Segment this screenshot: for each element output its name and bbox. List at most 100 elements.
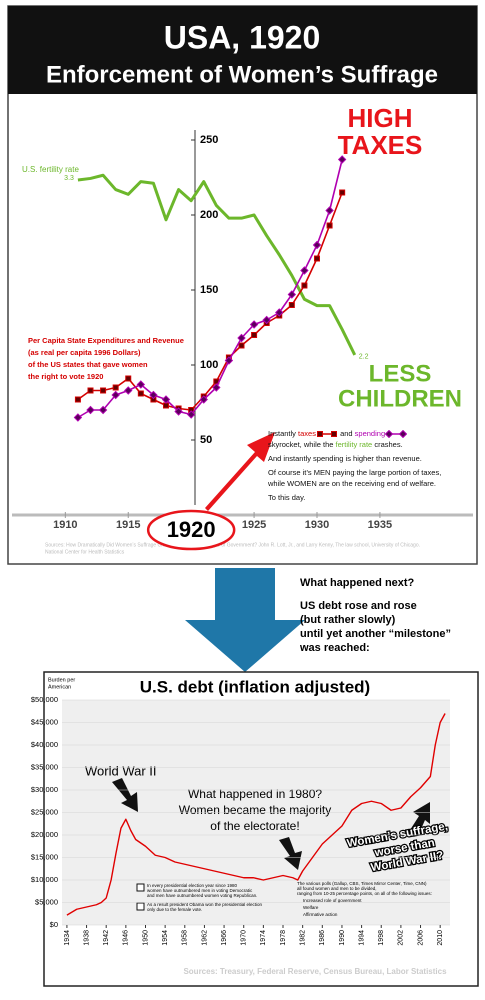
x-tick-label: 1978 [280, 930, 287, 946]
x-tick-label: 1938 [83, 930, 90, 946]
series-line [77, 192, 343, 411]
source: National Center for Health Statistics [45, 549, 125, 555]
point [87, 387, 94, 394]
point [326, 222, 333, 229]
note: only due to the female vote. [147, 907, 202, 912]
y-tick-label: 50 [200, 434, 212, 446]
y-tick-label: 200 [200, 209, 218, 221]
header-bar [8, 6, 477, 94]
x-tick-label: 1935 [368, 519, 392, 531]
x-tick-label: 1915 [116, 519, 140, 531]
point [249, 320, 259, 329]
x-tick-label: 1990 [339, 930, 346, 946]
note: and men have outnumbered women voting Re… [147, 893, 257, 898]
point [325, 206, 334, 215]
point [287, 290, 297, 299]
legend-swatch [316, 431, 337, 438]
x-tick-label: 2006 [417, 930, 424, 946]
legend-entry: taxes [298, 429, 338, 438]
checkbox-icon [136, 883, 145, 892]
note: As a result president Obama won the pres… [147, 902, 263, 907]
point [212, 383, 221, 392]
y-tick-label: $40,000 [31, 740, 58, 749]
legend-entry: spending [354, 429, 408, 439]
value-label: 2.2 [359, 354, 369, 361]
y-tick-label: $5,000 [35, 897, 58, 906]
callout-high: HIGH [348, 103, 413, 133]
series-line [66, 713, 446, 916]
point [301, 282, 308, 289]
x-tick-label: 1966 [221, 930, 228, 946]
arrow [112, 778, 138, 812]
point [275, 308, 284, 317]
y-tick-label: $45,000 [31, 717, 58, 726]
note-line: while WOMEN are on the receiving end of … [268, 479, 436, 488]
x-tick-label: 1925 [242, 519, 266, 531]
x-tick-label: 1930 [305, 519, 329, 531]
value-label: 3.3 [64, 175, 74, 182]
transition-text: US debt rose and rose [300, 600, 417, 612]
point [161, 395, 171, 404]
fertility-label: U.S. fertility rate [22, 165, 79, 174]
note-text: Instantly [268, 429, 296, 438]
point [339, 189, 346, 196]
transition-text: (but rather slowly) [300, 614, 396, 626]
point [186, 410, 196, 419]
x-tick-label: 2010 [437, 930, 444, 946]
x-tick-label: 1994 [358, 930, 365, 946]
point [316, 431, 323, 438]
point [98, 405, 108, 415]
note-text: and [340, 429, 353, 438]
x-tick-label: 1954 [162, 930, 169, 946]
x-tick-label: 1998 [378, 930, 385, 946]
point [74, 396, 81, 403]
legend-label: spending [354, 429, 386, 438]
legend-swatch [384, 429, 408, 439]
note-text: skyrocket, while the [268, 440, 334, 449]
series-line [77, 159, 343, 419]
point [125, 375, 132, 382]
y-tick-label: 100 [200, 359, 218, 371]
point [73, 413, 83, 422]
annotation: of the electorate! [210, 819, 299, 833]
note: ranging from 10-25 percentage points, on… [297, 891, 432, 896]
note: all found women and men to be divided, [297, 886, 377, 891]
subtitle: Enforcement of Women’s Suffrage [46, 61, 438, 88]
note-line: And instantly spending is higher than re… [268, 454, 422, 463]
legend-label: fertility rate [335, 440, 373, 449]
arrow [410, 802, 430, 836]
x-tick-label: 1974 [260, 930, 267, 946]
y-tick-label: 150 [200, 284, 218, 296]
point [112, 384, 119, 391]
point [163, 402, 169, 409]
x-tick-label: 1910 [53, 519, 77, 531]
x-tick-label: 1958 [182, 930, 189, 946]
annotation: What happened in 1980? [188, 787, 322, 801]
y-tick-label: $25,000 [31, 807, 58, 816]
point [111, 390, 120, 400]
y-tick-label: $35,000 [31, 762, 58, 771]
annotation: Women became the majority [179, 803, 332, 817]
note-box: Instantly taxes and spending skyrocket, … [268, 428, 476, 503]
point [174, 407, 183, 416]
point [337, 155, 347, 164]
y-label: of the US states that gave women [28, 360, 148, 369]
point [288, 302, 295, 308]
y-tick-label: $0 [50, 920, 58, 929]
x-tick-label: 1942 [103, 930, 110, 946]
y-tick-label: $50,000 [31, 695, 58, 704]
x-tick-label: 1962 [201, 930, 208, 946]
y-label: Per Capita State Expenditures and Revenu… [28, 336, 184, 345]
checkbox-icon [136, 902, 145, 911]
arrow [279, 837, 302, 870]
y-tick-label: $10,000 [31, 875, 58, 884]
callout-low: LESS [369, 360, 432, 387]
x-tick-label: 1946 [123, 930, 130, 946]
issue: Affirmative action [303, 912, 338, 917]
x-tick-label: 1982 [300, 930, 307, 946]
point [330, 431, 337, 438]
note: women have outnumbered men in voting Dem… [147, 888, 253, 893]
annotation: World War II [85, 763, 157, 778]
issue: Welfare [303, 905, 319, 910]
legend-label: taxes [298, 429, 316, 438]
